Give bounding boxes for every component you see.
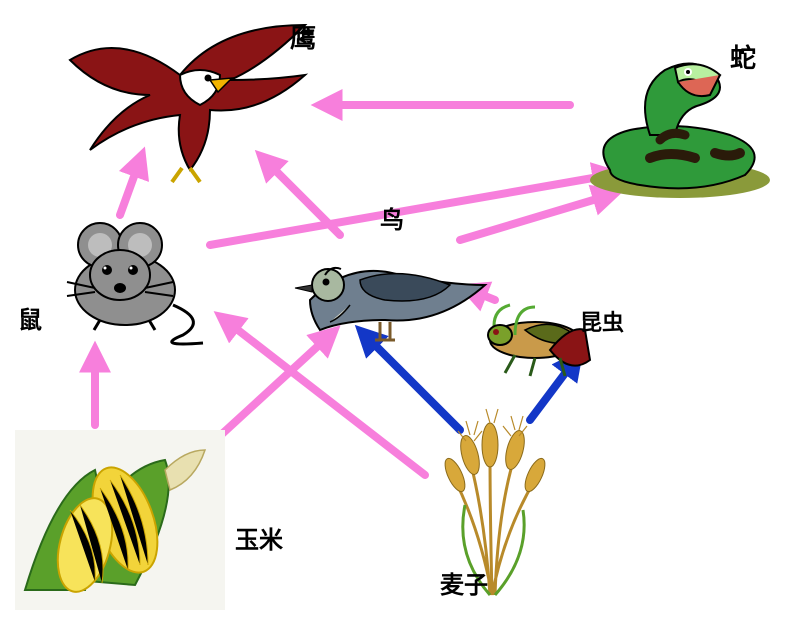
food-web-diagram: 鹰 蛇 鼠 鸟 昆虫 玉米 麦子 (0, 0, 807, 624)
label-snake: 蛇 (730, 38, 756, 75)
node-mouse (55, 210, 215, 350)
label-wheat: 麦子 (440, 565, 488, 600)
label-mouse: 鼠 (18, 300, 42, 335)
corn-icon (15, 430, 225, 610)
mouse-icon (55, 210, 215, 350)
node-bird (290, 230, 490, 350)
label-bird: 鸟 (380, 200, 404, 235)
node-eagle (60, 20, 310, 190)
edge-corn-to-bird (210, 335, 330, 445)
label-insect: 昆虫 (580, 305, 624, 337)
label-eagle: 鹰 (290, 18, 316, 55)
label-corn: 玉米 (235, 520, 283, 555)
node-corn (15, 430, 225, 610)
bird-icon (290, 230, 490, 350)
eagle-icon (60, 20, 310, 190)
